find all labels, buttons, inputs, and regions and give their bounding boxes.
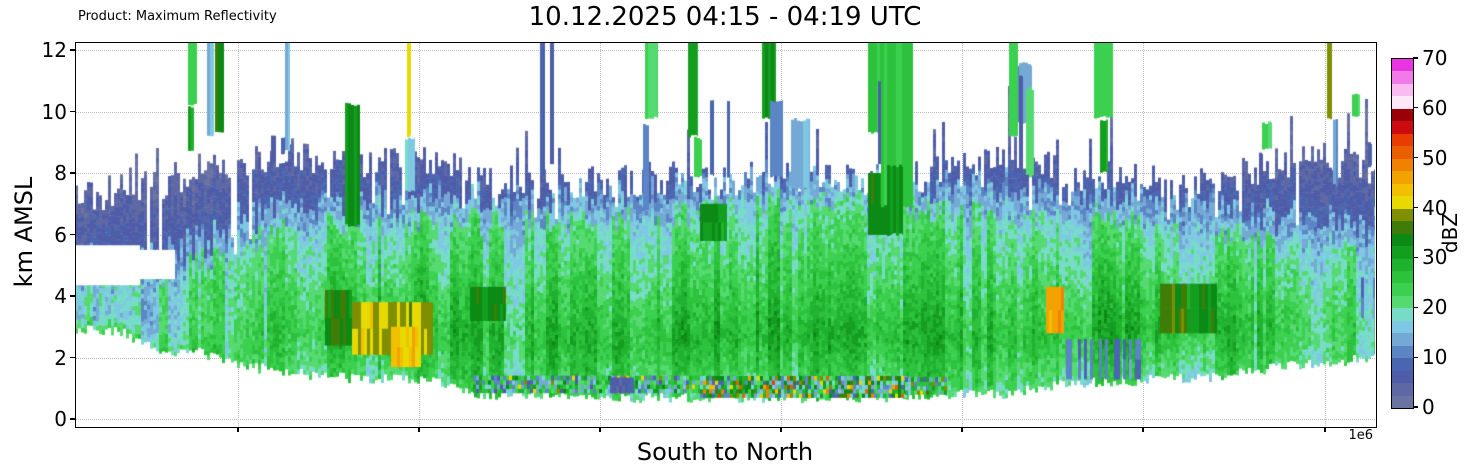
colorbar-tick-label: 50	[1422, 145, 1448, 170]
x-tick-mark	[418, 427, 420, 432]
y-tick-mark	[70, 233, 75, 236]
colorbar-tick-label: 10	[1422, 345, 1448, 370]
colorbar-segment	[1392, 395, 1413, 409]
x-axis-label: South to North	[636, 438, 814, 466]
colorbar-segment	[1392, 233, 1413, 247]
y-tick-mark	[70, 172, 75, 174]
colorbar-segment	[1392, 345, 1413, 359]
colorbar-segment	[1392, 358, 1413, 371]
colorbar-tick-mark	[1413, 57, 1418, 59]
plot-frame	[75, 42, 1377, 428]
colorbar-segment	[1392, 246, 1413, 259]
colorbar-tick-mark	[1413, 256, 1418, 259]
colorbar-segment	[1392, 308, 1413, 321]
colorbar-tick-mark	[1413, 406, 1418, 408]
y-tick-mark	[70, 356, 75, 359]
colorbar-segment	[1392, 83, 1413, 97]
colorbar-segment	[1392, 295, 1413, 309]
colorbar-segment	[1392, 333, 1413, 346]
reflectivity-heatmap	[75, 42, 1375, 426]
x-tick-mark	[599, 427, 601, 432]
colorbar-segment	[1392, 133, 1413, 147]
x-tick-mark	[1142, 427, 1144, 432]
colorbar-segment	[1392, 196, 1413, 209]
colorbar-segment	[1392, 171, 1413, 184]
colorbar-segment	[1392, 283, 1413, 296]
colorbar-tick-mark	[1413, 306, 1418, 308]
colorbar-tick-label: 30	[1422, 245, 1448, 270]
chart-title: 10.12.2025 04:15 - 04:19 UTC	[528, 2, 922, 32]
colorbar-tick-mark	[1413, 356, 1418, 358]
colorbar-tick-label: 0	[1422, 395, 1435, 419]
colorbar-segment	[1392, 71, 1413, 84]
colorbar-segment	[1392, 208, 1413, 222]
y-tick-mark	[70, 295, 75, 297]
y-tick-label: 6	[54, 222, 67, 247]
colorbar-tick-mark	[1413, 206, 1418, 209]
y-tick-label: 2	[54, 345, 67, 370]
colorbar-segment	[1392, 59, 1413, 72]
colorbar-tick-label: 40	[1422, 195, 1448, 220]
y-tick-mark	[70, 49, 75, 51]
colorbar-segment	[1392, 320, 1413, 334]
colorbar-label: dBZ	[1438, 212, 1462, 253]
product-label: Product: Maximum Reflectivity	[78, 9, 277, 24]
colorbar-segment	[1392, 221, 1413, 234]
colorbar-tick-label: 60	[1422, 95, 1448, 120]
x-tick-mark	[780, 427, 782, 432]
colorbar-segment	[1392, 370, 1413, 384]
colorbar-segment	[1392, 258, 1413, 271]
colorbar-segment	[1392, 121, 1413, 134]
colorbar-segment	[1392, 108, 1413, 122]
y-tick-label: 4	[54, 284, 67, 308]
y-tick-mark	[70, 110, 75, 113]
x-tick-mark	[961, 427, 963, 432]
y-tick-mark	[70, 418, 75, 420]
colorbar-tick-label: 20	[1422, 295, 1448, 320]
colorbar-tick-mark	[1413, 157, 1418, 159]
x-tick-mark	[1324, 427, 1326, 432]
colorbar-segment	[1392, 270, 1413, 284]
colorbar-segment	[1392, 146, 1413, 159]
x-tick-mark	[237, 427, 239, 432]
y-tick-label: 10	[41, 99, 67, 124]
colorbar-segment	[1392, 158, 1413, 172]
x-axis-offset-label: 1e6	[1348, 428, 1373, 443]
y-tick-label: 8	[54, 161, 67, 185]
y-tick-label: 0	[54, 407, 67, 431]
colorbar	[1391, 58, 1414, 409]
colorbar-tick-label: 70	[1422, 46, 1448, 70]
colorbar-tick-mark	[1413, 107, 1418, 109]
colorbar-segment	[1392, 383, 1413, 396]
colorbar-segment	[1392, 183, 1413, 197]
colorbar-segment	[1392, 96, 1413, 109]
y-tick-label: 12	[41, 38, 67, 62]
